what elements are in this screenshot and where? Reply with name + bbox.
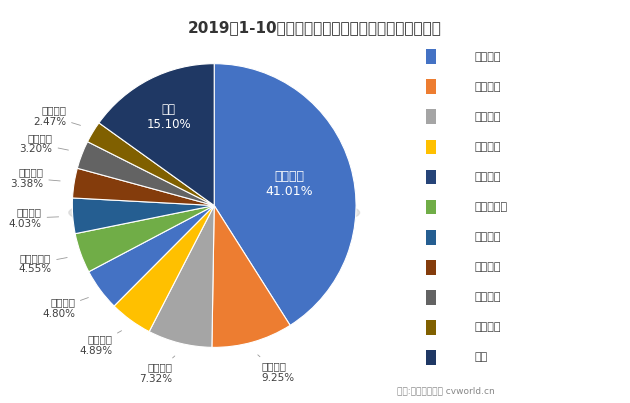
Wedge shape <box>149 206 214 347</box>
Text: 其他: 其他 <box>474 352 488 362</box>
FancyBboxPatch shape <box>427 290 435 305</box>
Text: 宇通客车
41.01%: 宇通客车 41.01% <box>265 170 313 198</box>
Wedge shape <box>212 206 290 347</box>
FancyBboxPatch shape <box>427 50 435 64</box>
Text: 江淮汽车: 江淮汽车 <box>474 262 501 272</box>
FancyBboxPatch shape <box>427 170 435 185</box>
FancyBboxPatch shape <box>427 79 435 94</box>
Text: 亚星客车: 亚星客车 <box>474 322 501 332</box>
FancyBboxPatch shape <box>427 230 435 245</box>
Ellipse shape <box>69 195 360 231</box>
Text: 江淮汽车
3.38%: 江淮汽车 3.38% <box>10 167 60 189</box>
Text: 海格客车: 海格客车 <box>474 142 501 152</box>
Text: 宇通客车: 宇通客车 <box>474 52 501 62</box>
Text: 安凯客车
3.20%: 安凯客车 3.20% <box>20 133 69 154</box>
Wedge shape <box>72 198 214 234</box>
Wedge shape <box>99 64 214 206</box>
Text: 安凯客车: 安凯客车 <box>474 292 501 302</box>
Text: 东风集团: 东风集团 <box>474 82 501 92</box>
FancyBboxPatch shape <box>427 350 435 365</box>
Wedge shape <box>88 123 214 206</box>
Text: 制图:第一商用车网 cvworld.cn: 制图:第一商用车网 cvworld.cn <box>397 386 495 395</box>
Text: 中通客车
7.32%: 中通客车 7.32% <box>139 356 175 384</box>
Wedge shape <box>89 206 214 306</box>
Text: 大金龙客车
4.55%: 大金龙客车 4.55% <box>18 253 67 274</box>
Wedge shape <box>214 64 356 325</box>
Text: 大金龙客车: 大金龙客车 <box>474 202 507 212</box>
Text: 金旅客车: 金旅客车 <box>474 232 501 242</box>
FancyBboxPatch shape <box>427 260 435 274</box>
Wedge shape <box>114 206 214 332</box>
Text: 中通客车: 中通客车 <box>474 112 501 122</box>
Text: 其他
15.10%: 其他 15.10% <box>147 103 191 131</box>
Text: 金旅客车
4.03%: 金旅客车 4.03% <box>9 208 59 229</box>
FancyBboxPatch shape <box>427 110 435 125</box>
FancyBboxPatch shape <box>427 139 435 154</box>
FancyBboxPatch shape <box>427 199 435 214</box>
Text: 东风集团
9.25%: 东风集团 9.25% <box>258 355 294 383</box>
Text: 亚星客车
2.47%: 亚星客车 2.47% <box>33 105 81 127</box>
Text: 海格客车
4.89%: 海格客车 4.89% <box>79 331 122 356</box>
Text: 2019年1-10月中型客车（含底盘）市场前十企业份额: 2019年1-10月中型客车（含底盘）市场前十企业份额 <box>188 20 442 35</box>
Wedge shape <box>72 168 214 206</box>
Text: 一汽丰田: 一汽丰田 <box>474 172 501 182</box>
FancyBboxPatch shape <box>427 320 435 334</box>
Wedge shape <box>77 142 214 206</box>
Wedge shape <box>75 206 214 272</box>
Text: 一汽丰田
4.80%: 一汽丰田 4.80% <box>42 297 88 319</box>
